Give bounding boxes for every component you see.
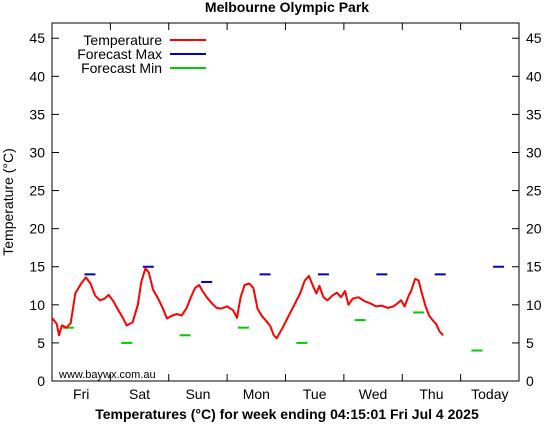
y-tick-label-left: 20 bbox=[29, 221, 45, 237]
legend-label: Forecast Min bbox=[81, 60, 162, 76]
y-axis-right: 0 5 10 15 20 25 30 35 40 45 bbox=[512, 30, 542, 389]
y-tick-label-left: 25 bbox=[29, 183, 45, 199]
y-tick-label-left: 10 bbox=[29, 297, 45, 313]
x-tick-label: Mon bbox=[243, 386, 270, 402]
y-tick-label-right: 10 bbox=[526, 297, 542, 313]
x-tick-label: Fri bbox=[73, 386, 89, 402]
y-tick-label-right: 40 bbox=[526, 68, 542, 84]
legend-label: Forecast Max bbox=[77, 46, 162, 62]
y-tick-label-right: 30 bbox=[526, 144, 542, 160]
y-tick-label-right: 45 bbox=[526, 30, 542, 46]
x-tick-label: Sat bbox=[129, 386, 150, 402]
y-tick-label-right: 20 bbox=[526, 221, 542, 237]
y-tick-label-left: 45 bbox=[29, 30, 45, 46]
y-tick-label-right: 5 bbox=[526, 335, 534, 351]
y-tick-label-left: 0 bbox=[37, 373, 45, 389]
chart-title: Melbourne Olympic Park bbox=[205, 0, 369, 15]
y-tick-label-right: 15 bbox=[526, 259, 542, 275]
y-axis-label: Temperature (°C) bbox=[0, 148, 16, 256]
y-tick-label-left: 35 bbox=[29, 106, 45, 122]
plot-border bbox=[51, 22, 520, 382]
y-tick-label-right: 0 bbox=[526, 373, 534, 389]
y-tick-label-left: 40 bbox=[29, 68, 45, 84]
x-axis: Fri Sat Sun Mon Tue Wed Thu Today bbox=[73, 23, 508, 402]
x-tick-label: Tue bbox=[303, 386, 327, 402]
temperature-series bbox=[51, 267, 444, 340]
y-tick-label-right: 25 bbox=[526, 183, 542, 199]
forecast-min-series bbox=[62, 311, 483, 352]
x-tick-label: Wed bbox=[359, 386, 388, 402]
y-tick-label-left: 30 bbox=[29, 144, 45, 160]
plot-frame bbox=[51, 22, 520, 382]
watermark: www.baywx.com.au bbox=[58, 369, 156, 381]
y-tick-label-left: 5 bbox=[37, 335, 45, 351]
x-tick-label: Thu bbox=[419, 386, 443, 402]
forecast-max-series bbox=[84, 265, 505, 283]
y-axis-left: 0 5 10 15 20 25 30 35 40 45 bbox=[29, 30, 59, 389]
y-tick-label-right: 35 bbox=[526, 106, 542, 122]
y-tick-label-left: 15 bbox=[29, 259, 45, 275]
x-tick-label: Sun bbox=[185, 386, 210, 402]
temperature-line bbox=[51, 267, 444, 340]
legend-label: Temperature bbox=[83, 32, 162, 48]
x-axis-label: Temperatures (°C) for week ending 04:15:… bbox=[95, 406, 479, 422]
x-tick-label: Today bbox=[471, 386, 508, 402]
